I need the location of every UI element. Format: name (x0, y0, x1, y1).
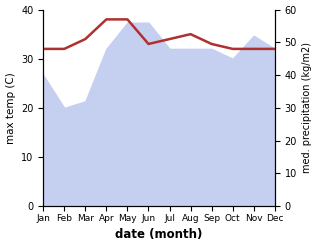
X-axis label: date (month): date (month) (115, 228, 203, 242)
Y-axis label: max temp (C): max temp (C) (5, 72, 16, 144)
Y-axis label: med. precipitation (kg/m2): med. precipitation (kg/m2) (302, 42, 313, 173)
